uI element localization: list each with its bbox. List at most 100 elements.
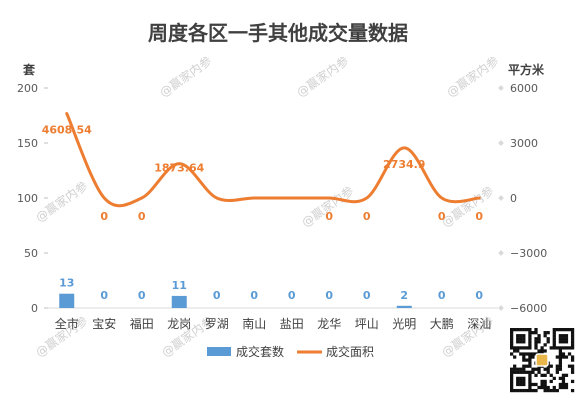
qr-module xyxy=(558,334,563,338)
qr-module xyxy=(516,340,520,344)
legend-label-line: 成交面积 xyxy=(326,344,374,359)
category-label: 宝安 xyxy=(92,316,116,331)
data-labels: 13 0 0 11 0 0 0 0 0 2 0 0 4608.54 0 0 1873.64 0 0 2734.9 0 0 xyxy=(42,124,484,302)
qr-module xyxy=(564,373,569,377)
qr-module xyxy=(534,382,538,387)
qr-module xyxy=(543,373,547,377)
qr-module xyxy=(531,355,535,359)
qr-module xyxy=(567,328,572,332)
qr-module xyxy=(510,340,514,344)
qr-module xyxy=(561,376,566,381)
bar xyxy=(59,293,75,308)
qr-module xyxy=(513,364,517,368)
qr-module xyxy=(552,385,556,390)
category-label: 深汕 xyxy=(467,317,491,331)
qr-module xyxy=(570,388,575,393)
qr-module xyxy=(537,337,541,341)
qr-module xyxy=(555,370,559,374)
qr-module xyxy=(516,334,520,338)
qr-module xyxy=(528,346,532,350)
qr-module xyxy=(528,340,532,344)
qr-module xyxy=(567,352,572,356)
left-axis-tick-label: 50 xyxy=(24,247,38,260)
line-data-label: 0 xyxy=(475,210,483,223)
qr-module xyxy=(561,346,566,350)
qr-module xyxy=(570,364,575,368)
qr-module xyxy=(546,370,550,374)
qr-module xyxy=(555,367,559,371)
line-data-label: 2734.9 xyxy=(383,158,425,171)
qr-module xyxy=(570,340,575,344)
qr-module xyxy=(570,331,575,335)
qr-module xyxy=(522,367,526,371)
qr-module xyxy=(528,331,532,335)
qr-module xyxy=(510,385,514,390)
qr-module xyxy=(510,352,514,356)
qr-module xyxy=(522,355,526,359)
category-label: 南山 xyxy=(242,316,266,331)
qr-module xyxy=(540,379,544,384)
qr-module xyxy=(516,328,520,332)
qr-module xyxy=(558,346,563,350)
qr-code-image xyxy=(510,328,575,393)
qr-module xyxy=(537,334,541,338)
qr-module xyxy=(534,337,538,341)
qr-module xyxy=(510,379,514,384)
bar xyxy=(171,295,187,308)
qr-module xyxy=(522,388,526,393)
bar-data-label: 0 xyxy=(363,289,371,302)
line-data-label: 1873.64 xyxy=(154,162,204,175)
right-axis-tick xyxy=(498,250,504,256)
bar-data-label: 0 xyxy=(213,289,221,302)
qr-module xyxy=(528,379,532,384)
qr-module xyxy=(522,340,526,344)
qr-module xyxy=(522,346,526,350)
category-label: 罗湖 xyxy=(205,316,229,331)
qr-module xyxy=(546,337,550,341)
line-data-label: 0 xyxy=(325,210,333,223)
watermarks: @赢家内参@赢家内参 @赢家内参 @赢家内参@赢家内参@赢家内参 @赢家内参@赢家内参… xyxy=(33,53,502,360)
qr-module xyxy=(561,355,566,359)
qr-module xyxy=(510,346,514,350)
qr-module xyxy=(570,343,575,347)
qr-module xyxy=(558,376,563,381)
qr-module xyxy=(522,337,526,341)
qr-module xyxy=(510,382,514,387)
qr-module xyxy=(525,346,529,350)
line-data-label: 4608.54 xyxy=(42,124,92,137)
bar-data-label: 11 xyxy=(172,279,187,292)
category-label: 坪山 xyxy=(355,317,379,331)
qr-module xyxy=(519,370,523,374)
qr-module xyxy=(519,367,523,371)
qr-module xyxy=(525,364,529,368)
qr-module xyxy=(522,376,526,381)
category-label: 大鹏 xyxy=(430,317,454,331)
qr-module xyxy=(540,346,544,350)
qr-module xyxy=(528,334,532,338)
qr-module xyxy=(525,388,529,393)
qr-module xyxy=(510,328,514,332)
qr-module xyxy=(528,328,532,332)
qr-module xyxy=(522,379,526,384)
qr-module xyxy=(552,328,556,332)
category-label: 龙岗 xyxy=(167,317,191,331)
qr-module xyxy=(543,343,547,347)
qr-module xyxy=(558,358,563,362)
qr-module xyxy=(546,367,550,371)
bar-series xyxy=(59,293,412,308)
right-axis-tick xyxy=(498,195,504,201)
qr-module xyxy=(522,382,526,387)
axes: 050100150200−6000−3000030006000全市 宝安 福田 龙岗罗… xyxy=(17,82,547,331)
qr-module xyxy=(564,334,569,338)
qr-module xyxy=(570,337,575,341)
qr-module xyxy=(558,361,563,365)
qr-module xyxy=(543,367,547,371)
right-axis-tick-label: −3000 xyxy=(510,247,547,260)
qr-module xyxy=(555,388,559,393)
qr-module xyxy=(567,346,572,350)
qr-module xyxy=(561,373,566,377)
qr-module xyxy=(570,355,575,359)
right-axis-tick-label: 3000 xyxy=(510,137,538,150)
qr-module xyxy=(549,373,553,377)
qr-module xyxy=(570,370,575,374)
